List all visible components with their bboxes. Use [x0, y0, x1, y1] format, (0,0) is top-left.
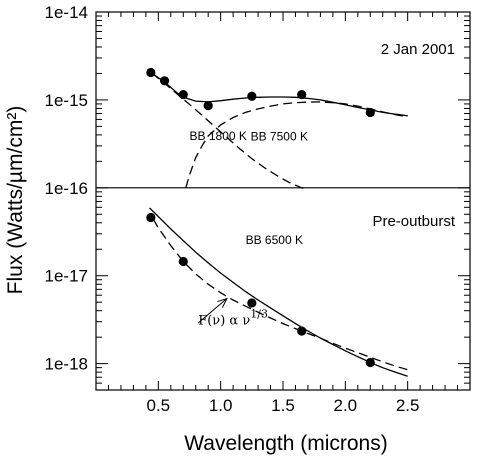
x-axis-label: Wavelength (microns): [184, 432, 387, 455]
data-point-bottom: [178, 256, 188, 267]
data-point-bottom: [365, 357, 375, 368]
curve-label: BB 7500 K: [251, 130, 308, 144]
curve-top-1: [185, 101, 408, 188]
data-points: [146, 67, 375, 368]
data-point-bottom: [247, 298, 257, 308]
model-curves: [149, 72, 408, 377]
x-tick-label: 1.0: [209, 396, 233, 415]
data-point-top: [297, 89, 307, 100]
x-tick-label: 2.0: [334, 396, 358, 415]
y-tick-label: 1e-16: [45, 179, 88, 198]
curve-label: BB 1800 K: [190, 129, 247, 143]
annotation-arrow-line: [197, 298, 228, 324]
y-tick-label: 1e-15: [45, 91, 88, 110]
data-point-bottom: [297, 326, 307, 336]
annotation-arrow-head: [217, 297, 228, 308]
data-point-top: [365, 107, 375, 118]
y-tick-label: 1e-18: [45, 355, 88, 374]
x-tick-label: 2.5: [396, 396, 420, 415]
data-point-top: [146, 67, 156, 78]
data-point-top: [203, 101, 213, 111]
panel-label-bottom: Pre-outburst: [372, 213, 455, 230]
chart-labels: BB 1800 K BB 7500 K 2 Jan 2001 BB 6500 K F(ν…: [190, 41, 456, 328]
data-point-top: [159, 76, 170, 86]
data-point-bottom: [146, 212, 156, 223]
curve-top-0: [151, 72, 408, 117]
x-tick-label: 1.5: [271, 396, 295, 415]
curve-label: BB 6500 K: [246, 233, 303, 247]
x-tick-label: 0.5: [147, 396, 171, 415]
curve-bottom-0: [149, 207, 408, 377]
axis-ticks: 0.5 1.0 1.5 2.0 2.5 1e-14 1e-15 1e-16 1e-17 1e-18: [45, 3, 470, 415]
y-tick-label: 1e-17: [45, 267, 88, 286]
curve-label-text: F(ν) α ν: [198, 313, 250, 328]
data-point-top: [247, 91, 257, 101]
y-tick-label: 1e-14: [45, 3, 88, 22]
panel-label-top: 2 Jan 2001: [381, 41, 455, 58]
curve-label-power-law: F(ν) α ν1/3: [198, 307, 268, 328]
y-axis-label: Flux (Watts/µm/cm²): [4, 106, 27, 295]
data-point-top: [178, 89, 188, 100]
curve-bottom-1: [152, 218, 408, 371]
curve-label-superscript: 1/3: [250, 307, 268, 320]
